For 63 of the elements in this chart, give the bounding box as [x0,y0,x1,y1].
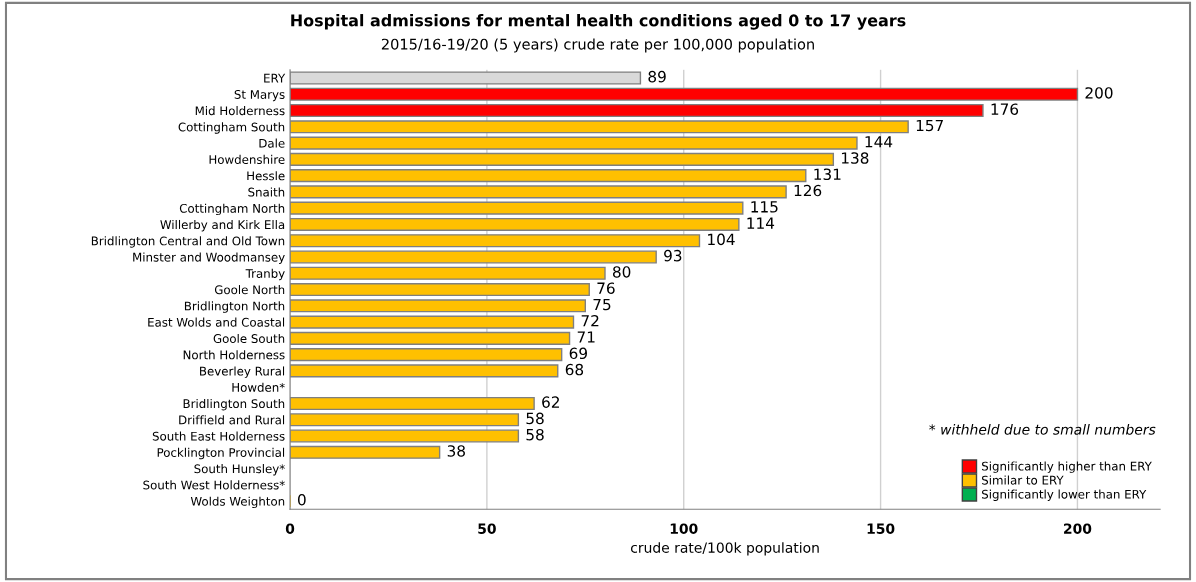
data-label: 38 [447,445,465,457]
y-tick-label: St Marys [234,89,285,102]
data-label: 114 [747,217,775,229]
data-label: 104 [708,233,735,246]
chart-title: Hospital admissions for mental health conditions aged 0 to 17 years [291,14,906,30]
y-tick-label: Hessle [247,171,285,181]
data-label: 69 [569,347,587,360]
y-tick-label: Goole South [213,333,285,344]
y-tick-label: Wolds Weighton [190,496,285,509]
y-tick-label: North Holderness [183,350,285,360]
y-tick-label: Mid Holderness [195,106,285,116]
data-label: 138 [841,152,869,164]
legend-label: Significantly lower than ERY [982,489,1147,501]
chart-subtitle: 2015/16-19/20 (5 years) crude rate per 100,000 population [381,38,814,53]
x-tick-label: 50 [478,523,496,534]
y-tick-label: Pocklington Provincial [157,447,285,460]
data-label: 58 [526,412,544,425]
y-tick-label: East Wolds and Coastal [148,317,285,327]
y-tick-label: South Hunsley* [194,464,285,476]
y-tick-label: Cottingham North [179,203,285,216]
y-tick-label: Goole North [214,285,285,295]
y-tick-label: ERY [264,73,286,83]
data-label: 93 [664,249,682,262]
data-label: 58 [526,428,544,441]
data-label: 68 [565,363,584,376]
x-tick-label: 100 [670,523,698,534]
y-tick-label: Bridlington Central and Old Town [91,236,285,248]
data-label: 72 [581,314,599,327]
y-tick-label: Dale [259,138,285,148]
data-label: 157 [916,119,943,132]
data-label: 115 [751,201,778,213]
legend-label: Similar to ERY [982,475,1064,485]
y-tick-label: Howdenshire [209,154,285,164]
y-tick-label: Driffield and Rural [179,415,285,425]
y-tick-label: Bridlington South [183,398,285,411]
y-tick-label: Snaith [248,187,285,197]
annotation: * withheld due to small numbers [929,424,1156,435]
x-axis-title: crude rate/100k population [631,542,819,556]
y-tick-label: Beverley Rural [200,366,285,378]
y-tick-label: Cottingham South [178,122,285,134]
y-tick-label: South West Holderness* [143,480,285,490]
legend-label: Significantly higher than ERY [982,461,1152,473]
y-tick-label: Howden* [232,382,285,392]
y-tick-label: Willerby and Kirk Ella [160,219,285,232]
y-tick-label: South East Holderness [152,431,285,441]
data-label: 131 [814,168,841,181]
x-tick-label: 0 [285,523,295,534]
data-label: 76 [597,282,615,294]
x-tick-label: 150 [867,523,895,534]
data-label: 89 [648,70,666,83]
data-label: 200 [1085,87,1113,99]
data-label: 126 [794,184,822,197]
data-label: 62 [542,396,559,408]
data-label: 0 [297,493,306,506]
data-label: 75 [593,298,611,311]
y-tick-label: Bridlington North [184,301,285,313]
y-tick-label: Tranby [245,268,285,281]
data-label: 176 [991,103,1019,115]
x-tick-label: 200 [1064,523,1092,534]
data-label: 71 [577,331,595,343]
y-tick-label: Minster and Woodmansey [133,252,285,264]
data-label: 80 [612,266,631,278]
data-label: 144 [865,136,893,148]
